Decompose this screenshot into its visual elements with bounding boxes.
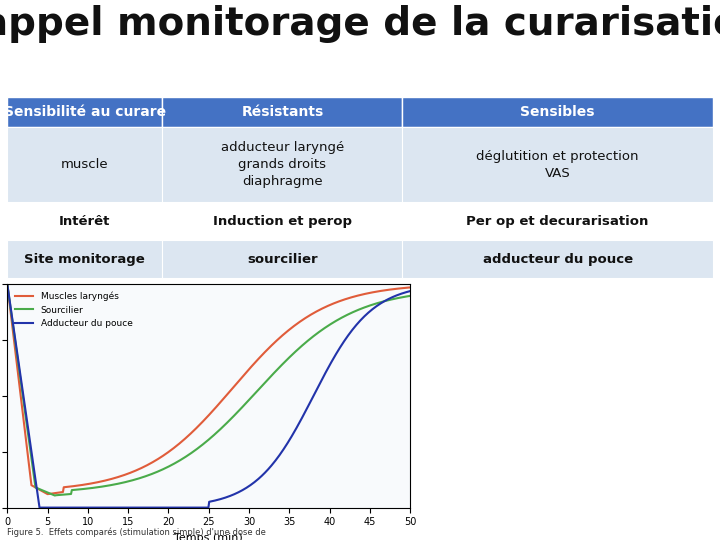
Muscles laryngés	[3, 280, 12, 287]
Text: Résistants: Résistants	[241, 105, 323, 119]
Sourcilier	[397, 294, 406, 301]
Muscles laryngés	[195, 422, 204, 428]
Sourcilier	[222, 420, 230, 427]
Adducteur du pouce	[222, 494, 230, 501]
Text: sourcilier: sourcilier	[247, 253, 318, 266]
Bar	[402, 202, 713, 240]
Adducteur du pouce	[334, 347, 343, 353]
Adducteur du pouce	[195, 504, 204, 511]
Bar	[402, 240, 713, 278]
Text: déglutition et protection
VAS: déglutition et protection VAS	[477, 150, 639, 180]
Bar	[7, 240, 163, 278]
Adducteur du pouce	[397, 291, 406, 297]
Text: Sensibilité au curare: Sensibilité au curare	[4, 105, 166, 119]
Bar	[163, 97, 402, 127]
Text: adducteur laryngé
grands droits
diaphragme: adducteur laryngé grands droits diaphrag…	[221, 141, 344, 188]
Muscles laryngés	[243, 367, 252, 374]
Text: Figure 5.  Effets comparés (stimulation simple) d'une dose de: Figure 5. Effets comparés (stimulation s…	[7, 527, 266, 537]
Muscles laryngés	[197, 419, 206, 426]
Bar	[7, 202, 163, 240]
Sourcilier	[243, 398, 252, 404]
Bar	[163, 240, 402, 278]
Legend: Muscles laryngés, Sourcilier, Adducteur du pouce: Muscles laryngés, Sourcilier, Adducteur …	[12, 288, 136, 332]
Adducteur du pouce	[35, 504, 44, 511]
Adducteur du pouce	[243, 483, 252, 490]
Sourcilier	[195, 444, 204, 450]
Sourcilier	[3, 280, 12, 287]
Bar	[7, 97, 163, 127]
Sourcilier	[197, 442, 206, 448]
Sourcilier	[406, 293, 415, 299]
Text: Sensibles: Sensibles	[521, 105, 595, 119]
Bar	[7, 127, 163, 202]
Muscles laryngés	[397, 285, 406, 292]
Bar	[163, 202, 402, 240]
Adducteur du pouce	[3, 280, 12, 287]
Text: Per op et decurarisation: Per op et decurarisation	[467, 215, 649, 228]
Text: Site monitorage: Site monitorage	[24, 253, 145, 266]
Muscles laryngés	[43, 491, 52, 497]
Sourcilier	[334, 316, 343, 323]
X-axis label: Temps (min): Temps (min)	[174, 533, 243, 540]
Line: Sourcilier: Sourcilier	[7, 284, 410, 496]
Adducteur du pouce	[197, 504, 206, 511]
Bar	[402, 97, 713, 127]
Muscles laryngés	[222, 393, 230, 399]
Sourcilier	[50, 492, 59, 499]
Text: muscle: muscle	[61, 158, 109, 171]
Text: Intérêt: Intérêt	[59, 215, 110, 228]
Text: adducteur du pouce: adducteur du pouce	[482, 253, 633, 266]
Bar	[163, 127, 402, 202]
Adducteur du pouce	[406, 288, 415, 294]
Muscles laryngés	[406, 284, 415, 291]
Text: Induction et perop: Induction et perop	[213, 215, 352, 228]
Text: Rappel monitorage de la curarisation: Rappel monitorage de la curarisation	[0, 5, 720, 43]
Line: Muscles laryngés: Muscles laryngés	[7, 284, 410, 494]
Muscles laryngés	[334, 298, 343, 305]
Line: Adducteur du pouce: Adducteur du pouce	[7, 284, 410, 508]
Bar	[402, 127, 713, 202]
